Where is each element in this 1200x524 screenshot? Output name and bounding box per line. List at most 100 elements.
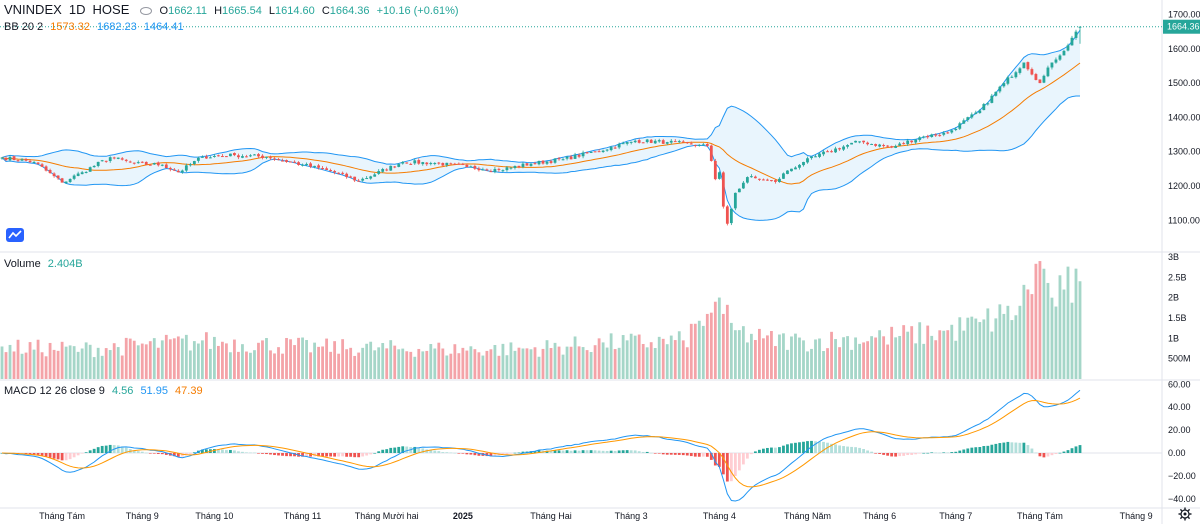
candle-body xyxy=(257,154,260,157)
candle-body xyxy=(926,135,930,138)
volume-bar xyxy=(974,318,978,379)
macd-histogram-bar xyxy=(233,450,236,453)
volume-bar xyxy=(293,345,296,379)
macd-tick-label: −40.00 xyxy=(1168,494,1196,504)
candle-body xyxy=(978,110,982,114)
candle-body xyxy=(333,171,337,173)
candle-body xyxy=(854,140,857,143)
volume-bar xyxy=(846,336,849,379)
candle-body xyxy=(52,173,56,177)
volume-bar xyxy=(693,323,697,379)
volume-bar xyxy=(0,346,4,379)
volume-bar xyxy=(745,342,749,379)
macd-histogram-bar xyxy=(72,453,76,458)
volume-bar xyxy=(1066,266,1070,379)
volume-bar xyxy=(365,343,369,379)
change-value: +10.16 (+0.61%) xyxy=(376,5,459,17)
macd-histogram-bar xyxy=(938,452,942,454)
signal-line xyxy=(1,397,1081,488)
macd-histogram-bar xyxy=(942,452,946,454)
macd-histogram-bar xyxy=(437,451,441,453)
candle-body xyxy=(810,156,813,159)
candle-body xyxy=(229,153,232,157)
macd-histogram-bar xyxy=(397,446,401,453)
macd-histogram-bar xyxy=(381,449,385,453)
candle-body xyxy=(653,140,657,144)
symbol-name[interactable]: VNINDEX xyxy=(4,2,62,17)
candle-body xyxy=(100,160,104,162)
macd-histogram-bar xyxy=(830,443,833,453)
macd-histogram-bar xyxy=(120,446,124,453)
macd-histogram-bar xyxy=(509,453,513,454)
macd-histogram-bar xyxy=(261,453,264,454)
macd-histogram-bar xyxy=(477,453,481,456)
candle-body xyxy=(1062,50,1066,56)
volume-legend[interactable]: Volume 2.404B xyxy=(4,257,87,271)
candle-body xyxy=(721,172,725,207)
macd-histogram-bar xyxy=(1054,453,1058,455)
candle-body xyxy=(277,159,280,161)
visibility-eye-icon[interactable] xyxy=(140,7,153,16)
macd-histogram-bar xyxy=(778,447,781,453)
macd-histogram-bar xyxy=(401,446,405,453)
macd-histogram-bar xyxy=(48,453,52,458)
macd-histogram-bar xyxy=(898,453,902,457)
macd-histogram-bar xyxy=(745,453,749,459)
macd-histogram-bar xyxy=(741,453,745,465)
candle-body xyxy=(1014,72,1018,78)
macd-histogram-bar xyxy=(301,453,304,457)
time-axis[interactable]: Tháng Tám Tháng 9 Tháng 10 Tháng 11 Tháng Mư… xyxy=(39,511,1152,521)
macd-histogram-bar xyxy=(782,445,785,453)
volume-bar xyxy=(649,342,653,379)
volume-bar xyxy=(233,339,236,379)
macd-histogram-bar xyxy=(589,450,593,453)
volume-bar xyxy=(637,334,641,379)
candle-body xyxy=(465,164,469,168)
candle-body xyxy=(1006,77,1010,84)
volume-bar xyxy=(44,356,48,379)
time-label: Tháng 11 xyxy=(284,511,321,521)
macd-histogram-bar xyxy=(669,453,673,455)
volume-bar xyxy=(132,340,136,379)
macd-histogram-bar xyxy=(1030,448,1034,453)
symbol-interval[interactable]: 1D xyxy=(68,2,86,17)
candle-body xyxy=(425,162,429,165)
macd-histogram-bar xyxy=(140,451,144,453)
tradingview-logo-icon[interactable] xyxy=(6,228,24,242)
volume-bar xyxy=(862,342,866,379)
volume-bar xyxy=(381,343,385,379)
macd-histogram-bar xyxy=(729,453,733,482)
macd-histogram-bar xyxy=(725,453,729,482)
macd-histogram-bar xyxy=(713,453,717,466)
macd-histogram-bar xyxy=(421,448,425,453)
candle-body xyxy=(309,163,312,167)
macd-histogram-bar xyxy=(249,452,252,454)
macd-legend[interactable]: MACD 12 26 close 9 4.56 51.95 47.39 xyxy=(4,384,207,398)
candle-body xyxy=(790,168,793,172)
macd-histogram-bar xyxy=(601,450,605,453)
macd-histogram-bar xyxy=(353,453,357,458)
macd-histogram-bar xyxy=(417,447,421,453)
settings-gear-icon[interactable] xyxy=(1178,507,1192,521)
macd-histogram-bar xyxy=(613,450,617,453)
volume-bar xyxy=(493,344,497,379)
volume-bar xyxy=(782,333,785,379)
price-axis[interactable]: 1100.00 1200.00 1300.00 1400.00 1500.00 1600.… xyxy=(1163,10,1200,504)
macd-histogram-bar xyxy=(794,442,797,453)
macd-histogram-bar xyxy=(934,452,938,454)
macd-histogram-bar xyxy=(914,453,918,455)
candle-body xyxy=(164,164,168,169)
candle-body xyxy=(156,162,160,166)
volume-bar xyxy=(64,346,68,379)
candle-body xyxy=(910,140,914,143)
bb-legend[interactable]: BB 20 2 1573.32 1682.23 1464.41 xyxy=(4,20,188,34)
macd-histogram-bar xyxy=(204,449,208,453)
candle-body xyxy=(565,156,569,159)
candle-body xyxy=(597,151,601,153)
volume-bar xyxy=(758,328,761,379)
macd-histogram-bar xyxy=(753,451,757,453)
macd-histogram-bar xyxy=(385,449,389,453)
volume-bar xyxy=(533,347,537,379)
volume-bar xyxy=(942,330,946,379)
